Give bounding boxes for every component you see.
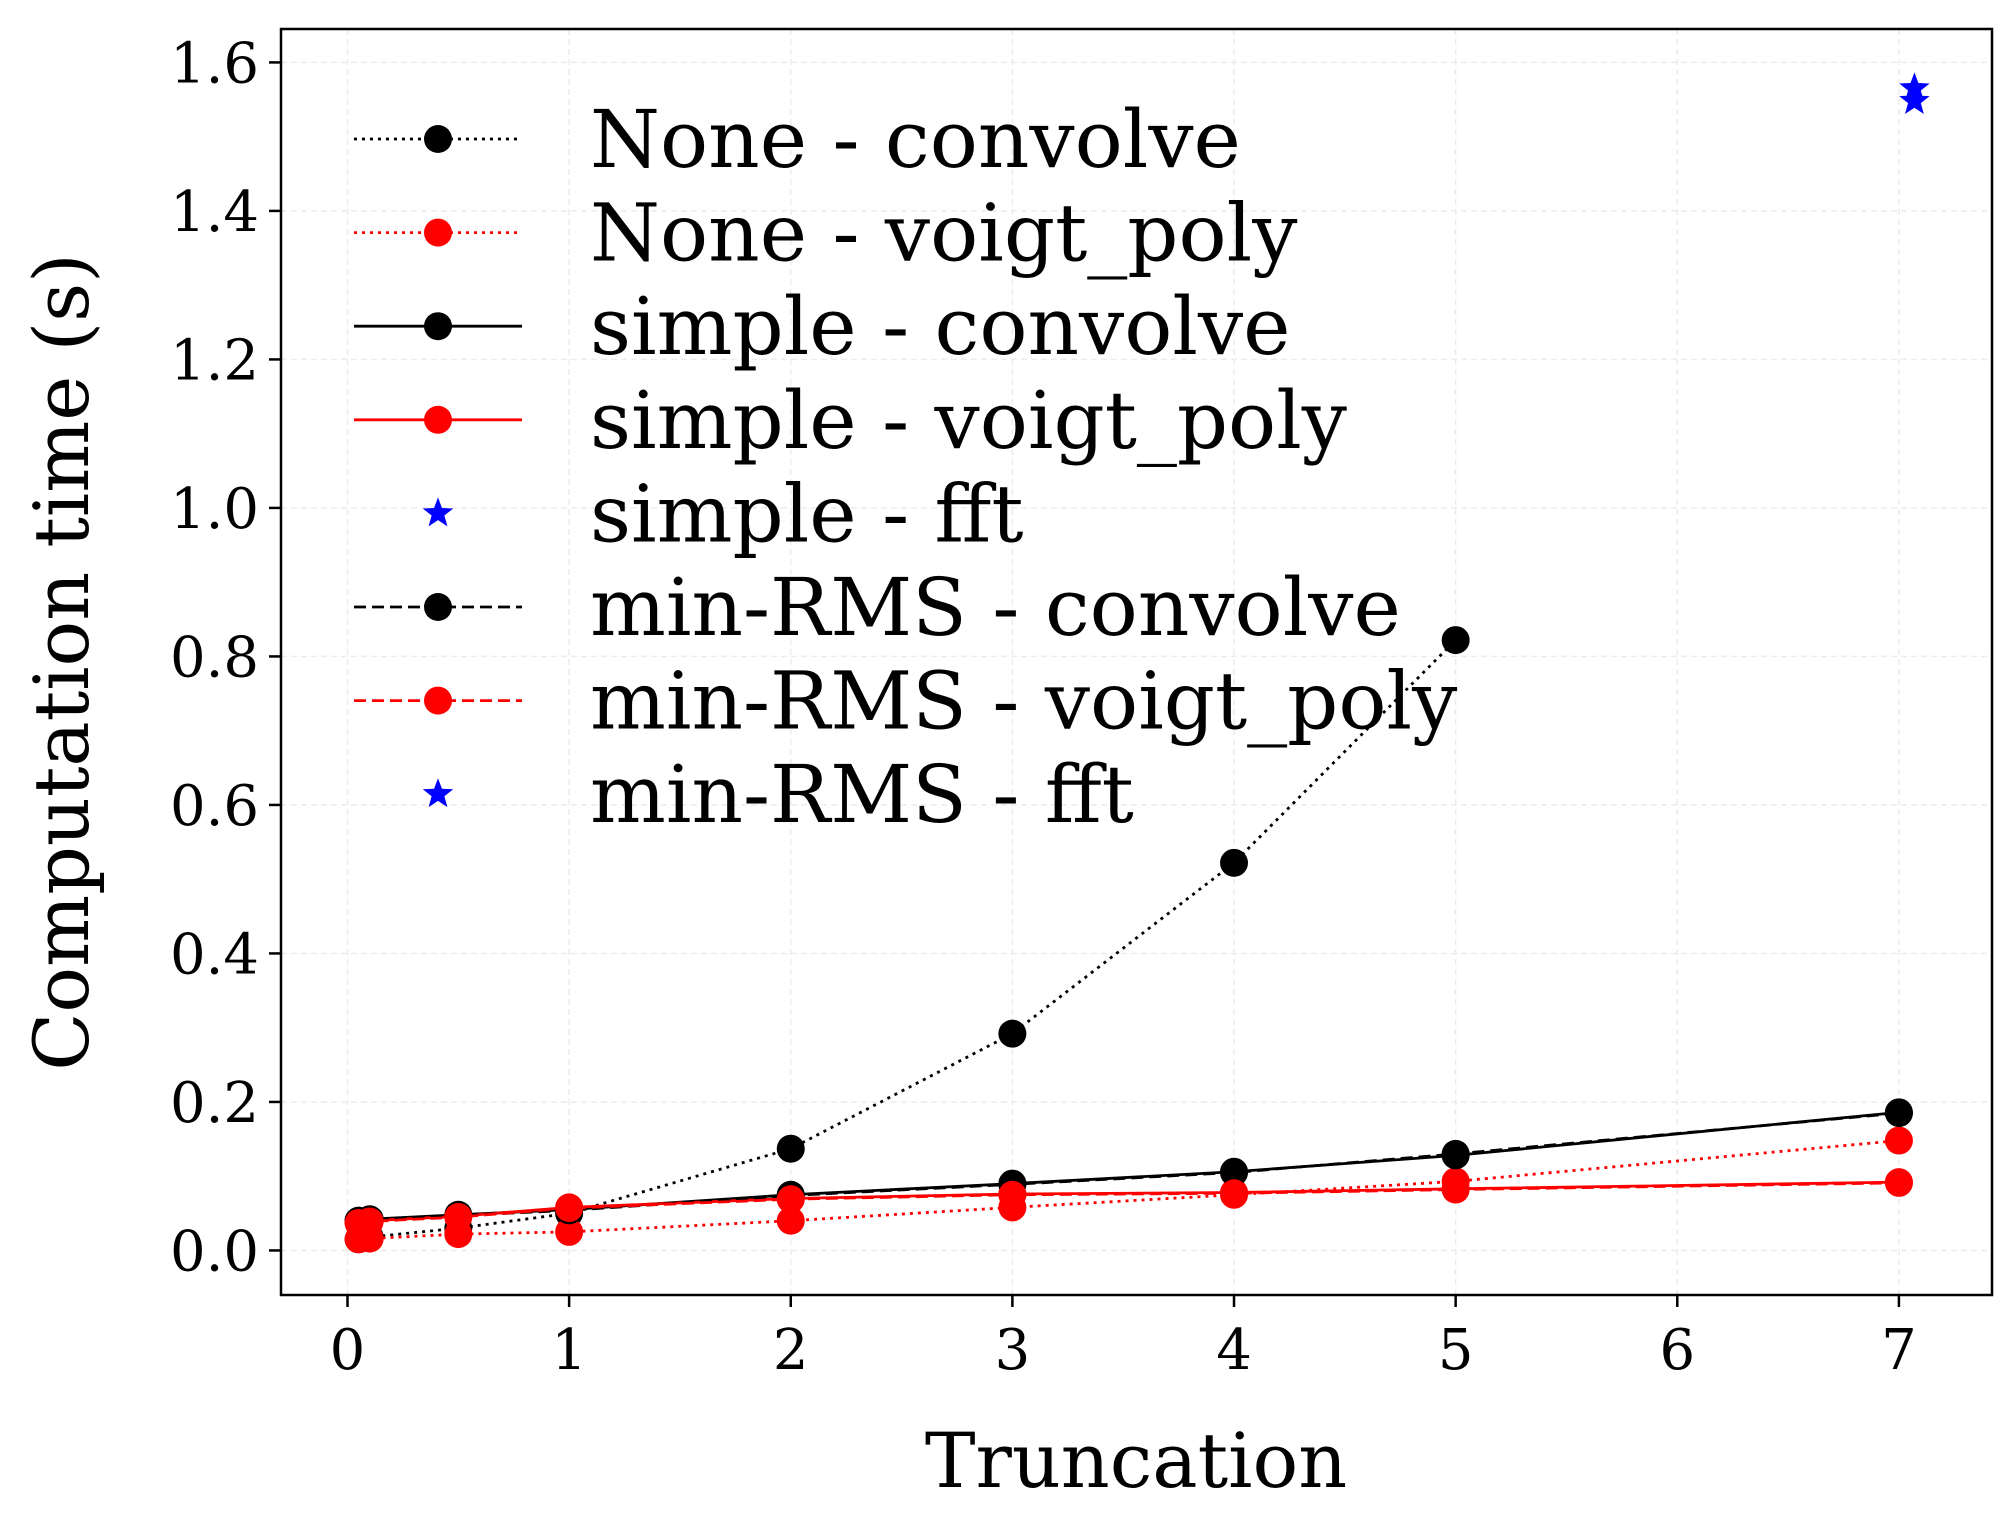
legend-label-4: simple - fft [590, 467, 1024, 560]
legend-item-6: min-RMS - voigt_poly [354, 655, 1457, 748]
legend-item-2: simple - convolve [354, 280, 1291, 373]
series-0-point-6 [1220, 848, 1249, 877]
legend-item-3: simple - voigt_poly [354, 374, 1347, 467]
series-1-point-4 [776, 1206, 805, 1235]
y-axis-ticks: 0.0 0.2 0.4 0.6 0.8 1.0 1.2 1.4 1.6 [170, 31, 281, 1284]
x-tick-label-0: 0 [330, 1318, 366, 1383]
y-axis-label: Computation time (s) [17, 253, 106, 1070]
y-tick-label-2: 0.4 [170, 922, 259, 987]
grid [281, 29, 1992, 1295]
y-tick-label-7: 1.4 [170, 180, 259, 245]
y-tick-label-1: 0.2 [170, 1071, 259, 1136]
x-tick-label-5: 5 [1438, 1318, 1474, 1383]
legend-label-3: simple - voigt_poly [590, 374, 1347, 467]
legend-label-0: None - convolve [590, 93, 1241, 186]
legend-label-5: min-RMS - convolve [590, 561, 1401, 654]
y-tick-label-4: 0.8 [170, 625, 259, 690]
legend-marker-3 [424, 405, 452, 434]
legend-marker-7 [422, 778, 454, 808]
legend-item-1: None - voigt_poly [354, 187, 1297, 280]
legend-marker-5 [424, 593, 452, 621]
legend-marker-2 [424, 312, 452, 341]
series-1-point-8 [1884, 1126, 1913, 1155]
legend-item-7: min-RMS - fft [422, 748, 1134, 841]
legend-item-4: simple - fft [422, 467, 1024, 560]
series-layer [344, 72, 1930, 1254]
legend-marker-0 [424, 125, 452, 153]
y-tick-label-6: 1.2 [170, 328, 259, 393]
series-6-point-5 [998, 1180, 1027, 1209]
series-5-point-8 [1884, 1099, 1913, 1128]
series-6-point-1 [355, 1207, 384, 1236]
legend-label-1: None - voigt_poly [590, 187, 1297, 280]
x-tick-label-1: 1 [551, 1318, 587, 1383]
x-tick-label-2: 2 [773, 1318, 809, 1383]
x-axis-ticks: 0 1 2 3 4 5 6 7 [330, 1295, 1917, 1383]
legend-item-5: min-RMS - convolve [354, 561, 1401, 654]
series-6-point-3 [555, 1194, 584, 1223]
series-7 [1899, 85, 1930, 114]
legend-label-7: min-RMS - fft [590, 748, 1134, 841]
y-tick-label-0: 0.0 [170, 1219, 259, 1284]
series-1-point-3 [555, 1217, 584, 1246]
series-6-point-2 [444, 1203, 473, 1232]
series-5-point-6 [1220, 1158, 1249, 1187]
legend-item-0: None - convolve [354, 93, 1241, 186]
series-6-point-8 [1884, 1168, 1913, 1197]
x-tick-label-4: 4 [1216, 1318, 1252, 1383]
series-7-point-0 [1899, 85, 1930, 114]
plot-frame [279, 27, 1994, 1297]
series-line-0 [358, 639, 1457, 1241]
x-tick-label-3: 3 [995, 1318, 1031, 1383]
y-tick-label-8: 1.6 [170, 31, 259, 96]
y-tick-label-3: 0.6 [170, 774, 259, 839]
plot-area-background [281, 29, 1992, 1295]
x-axis-label: Truncation [925, 1416, 1347, 1505]
legend-label-2: simple - convolve [590, 280, 1291, 373]
series-0-point-7 [1441, 626, 1470, 655]
legend-label-6: min-RMS - voigt_poly [590, 655, 1457, 748]
series-0-point-5 [998, 1019, 1027, 1048]
legend-marker-1 [424, 218, 452, 247]
series-6-point-4 [776, 1185, 805, 1214]
series-6-point-7 [1441, 1175, 1470, 1204]
series-5-point-7 [1441, 1139, 1470, 1168]
x-tick-label-6: 6 [1659, 1318, 1695, 1383]
series-6 [344, 1168, 1913, 1237]
series-0-point-4 [776, 1134, 805, 1163]
legend-marker-4 [422, 497, 454, 527]
series-6-point-6 [1220, 1179, 1249, 1208]
y-tick-label-5: 1.0 [170, 477, 259, 542]
legend-marker-6 [424, 686, 452, 715]
x-tick-label-7: 7 [1881, 1318, 1917, 1383]
